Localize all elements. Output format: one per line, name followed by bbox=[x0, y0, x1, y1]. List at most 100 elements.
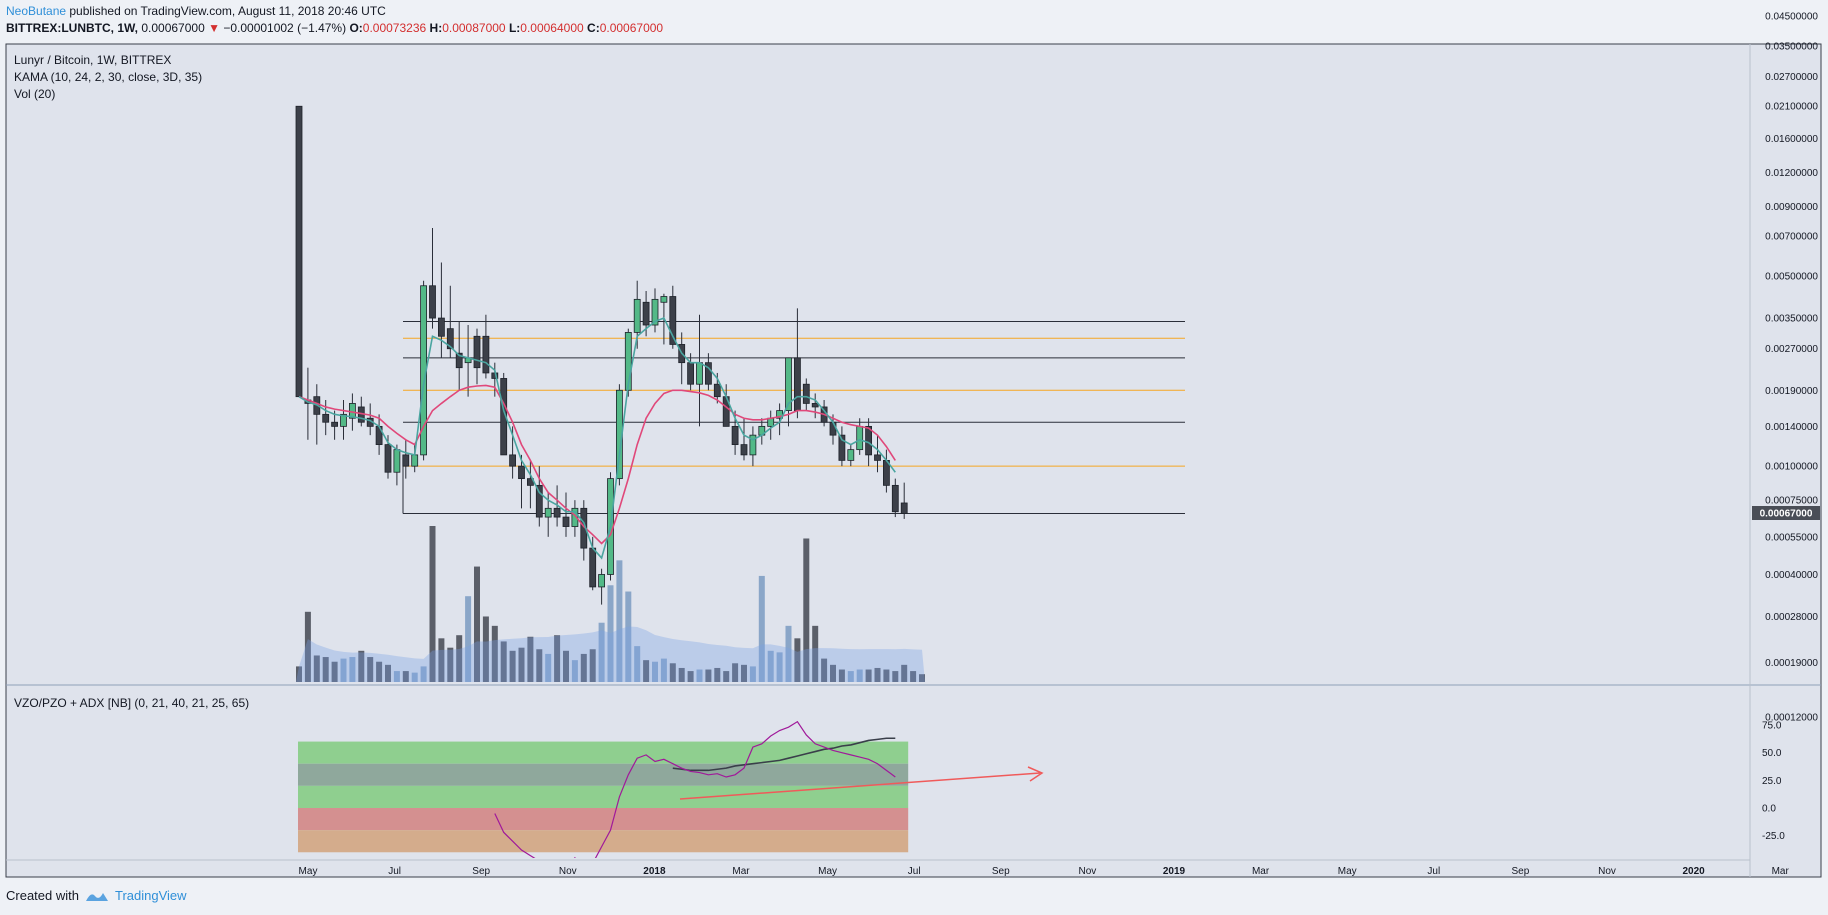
volume-bar bbox=[741, 664, 747, 682]
volume-bar bbox=[482, 616, 489, 682]
vzo-band-0 bbox=[298, 741, 909, 764]
price-tick-label: 0.00140000 bbox=[1765, 422, 1818, 433]
candle-body bbox=[544, 507, 552, 518]
open-value: 0.00073236 bbox=[362, 21, 427, 35]
kama-lines bbox=[298, 317, 896, 560]
volume-bar bbox=[794, 638, 801, 682]
volume-bar bbox=[367, 657, 374, 682]
volume-bar bbox=[803, 538, 810, 682]
candle-body bbox=[847, 449, 855, 461]
kama-fast-line[interactable] bbox=[298, 317, 896, 560]
volume-bar bbox=[865, 669, 872, 682]
candle-body bbox=[642, 301, 650, 326]
vzo-band-3 bbox=[298, 808, 909, 831]
time-tick-label: 2019 bbox=[1163, 866, 1186, 877]
published-text: published on TradingView.com, August 11,… bbox=[66, 4, 386, 18]
candle-body bbox=[598, 574, 605, 588]
symbol: BITTREX:LUNBTC, 1W, bbox=[6, 21, 138, 35]
volume-bar bbox=[705, 669, 712, 682]
volume-bar bbox=[322, 657, 329, 682]
time-tick-label: May bbox=[299, 866, 318, 877]
candle-body bbox=[856, 425, 864, 451]
vzo-line[interactable] bbox=[494, 720, 896, 873]
candle-body bbox=[384, 444, 392, 473]
volume-ma-area bbox=[296, 626, 925, 682]
publish-info: NeoButane published on TradingView.com, … bbox=[6, 4, 386, 18]
volume-bar bbox=[812, 625, 819, 682]
candle-body bbox=[535, 484, 543, 518]
volume-bar bbox=[402, 671, 409, 682]
time-tick-label: Sep bbox=[1512, 866, 1530, 877]
trend-arrow[interactable] bbox=[679, 772, 1041, 800]
adx-line[interactable] bbox=[672, 737, 896, 772]
vzo-band-1 bbox=[298, 763, 909, 786]
price-tick-label: 0.02700000 bbox=[1765, 72, 1818, 83]
candle-body bbox=[749, 434, 757, 456]
volume-bar bbox=[571, 660, 578, 682]
candle-body bbox=[509, 454, 517, 467]
candle-body bbox=[295, 105, 303, 398]
time-tick-label: Sep bbox=[992, 866, 1010, 877]
volume-bar bbox=[598, 622, 605, 682]
oscillator-axis[interactable]: 75.0 50.0 25.0 0.0 -25.0 bbox=[1762, 720, 1785, 842]
osc-tick-label: 50.0 bbox=[1762, 748, 1782, 759]
candle-body bbox=[553, 507, 561, 518]
legend-kama[interactable]: KAMA (10, 24, 2, 30, close, 3D, 35) bbox=[14, 70, 202, 84]
high-label: H: bbox=[429, 21, 443, 35]
price-tick-label: 0.02100000 bbox=[1765, 102, 1818, 113]
time-axis[interactable]: May Jul Sep Nov 2018 Mar May Jul Sep Nov 2019 Mar Ma… bbox=[299, 866, 1790, 877]
candle-body bbox=[660, 296, 668, 303]
candle-body bbox=[829, 421, 837, 436]
candle-body bbox=[811, 403, 819, 408]
volume-bar bbox=[554, 635, 561, 682]
candle-body bbox=[696, 362, 703, 385]
volume-bar bbox=[527, 636, 534, 682]
volume-bar bbox=[491, 625, 498, 682]
candle-body bbox=[865, 425, 872, 456]
time-tick-label: 2018 bbox=[643, 866, 666, 877]
price-tick-label: 0.00055000 bbox=[1765, 532, 1818, 543]
price-tick-label: 0.00900000 bbox=[1765, 202, 1818, 213]
volume-bar bbox=[776, 652, 783, 682]
volume-bar bbox=[607, 585, 614, 682]
time-tick-label: 2020 bbox=[1682, 866, 1705, 877]
volume-bar bbox=[589, 649, 596, 682]
time-tick-label: Jul bbox=[1427, 866, 1440, 877]
price-axis[interactable]: 0.04500000 0.03500000 0.02700000 0.02100000… bbox=[1765, 12, 1818, 724]
tradingview-link[interactable]: TradingView bbox=[114, 888, 187, 903]
legend-indicator[interactable]: VZO/PZO + ADX [NB] (0, 21, 40, 21, 25, 6… bbox=[14, 696, 249, 710]
kama-slow-line[interactable] bbox=[298, 384, 896, 545]
candle-body bbox=[340, 413, 347, 427]
candle-body bbox=[482, 335, 490, 374]
volume-bar bbox=[518, 647, 525, 682]
volume-bars bbox=[296, 526, 925, 682]
price-tick-label: 0.00075000 bbox=[1765, 496, 1818, 507]
time-tick-label: Sep bbox=[472, 866, 490, 877]
change-down-icon: ▼ bbox=[208, 21, 220, 35]
chart-frame bbox=[5, 43, 1822, 878]
volume-bar bbox=[847, 671, 854, 682]
legend-vol[interactable]: Vol (20) bbox=[14, 87, 55, 101]
volume-bar bbox=[749, 666, 756, 682]
price-tick-label: 0.03500000 bbox=[1765, 41, 1818, 52]
volume-bar bbox=[474, 566, 480, 682]
volume-bar bbox=[447, 647, 454, 682]
candle-body bbox=[455, 352, 463, 369]
osc-tick-label: 25.0 bbox=[1762, 776, 1782, 787]
volume-bar bbox=[767, 650, 774, 682]
candle-body bbox=[669, 296, 677, 345]
volume-bar bbox=[919, 674, 925, 682]
candle-body bbox=[589, 547, 597, 588]
time-tick-label: Mar bbox=[1772, 866, 1790, 877]
volume-bar bbox=[838, 669, 845, 682]
volume-bar bbox=[358, 650, 365, 682]
volume-bar bbox=[856, 669, 863, 682]
author-link[interactable]: NeoButane bbox=[6, 4, 67, 18]
volume-bar bbox=[313, 655, 320, 682]
osc-tick-label: 0.0 bbox=[1762, 804, 1776, 815]
volume-bar bbox=[545, 653, 552, 682]
time-tick-label: May bbox=[1338, 866, 1357, 877]
volume-bar bbox=[687, 671, 694, 682]
volume-bar bbox=[456, 635, 463, 682]
